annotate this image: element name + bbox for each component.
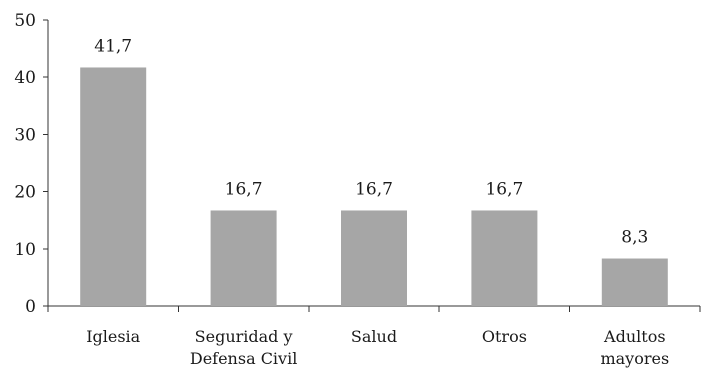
bar	[341, 210, 407, 306]
category-label: Salud	[351, 327, 397, 346]
data-label: 41,7	[94, 36, 132, 56]
data-label: 16,7	[485, 179, 523, 199]
data-labels: 41,7 16,7 16,7 16,7 8,3	[94, 36, 648, 247]
y-axis: 0 10 20 30 40 50	[14, 11, 49, 317]
y-tick-label: 10	[14, 240, 36, 260]
x-axis	[47, 305, 701, 312]
bar	[210, 210, 277, 306]
y-tick-label: 0	[25, 297, 36, 317]
category-label: Seguridad y Defensa Civil	[190, 327, 297, 368]
bar	[471, 210, 538, 306]
y-tick-label: 30	[14, 125, 36, 145]
category-label: Otros	[482, 327, 527, 346]
y-tick-label: 40	[14, 68, 36, 88]
data-label: 16,7	[225, 179, 263, 199]
category-label: Iglesia	[86, 327, 140, 346]
data-label: 8,3	[621, 228, 648, 248]
bar	[80, 67, 147, 306]
y-tick-label: 50	[14, 11, 36, 31]
category-labels: Iglesia Seguridad y Defensa Civil Salud Otro…	[86, 327, 669, 368]
bars	[80, 67, 668, 306]
data-label: 16,7	[355, 179, 393, 199]
bar	[601, 258, 668, 306]
y-tick-label: 20	[14, 183, 36, 203]
category-label: Adultos mayores	[600, 327, 669, 368]
